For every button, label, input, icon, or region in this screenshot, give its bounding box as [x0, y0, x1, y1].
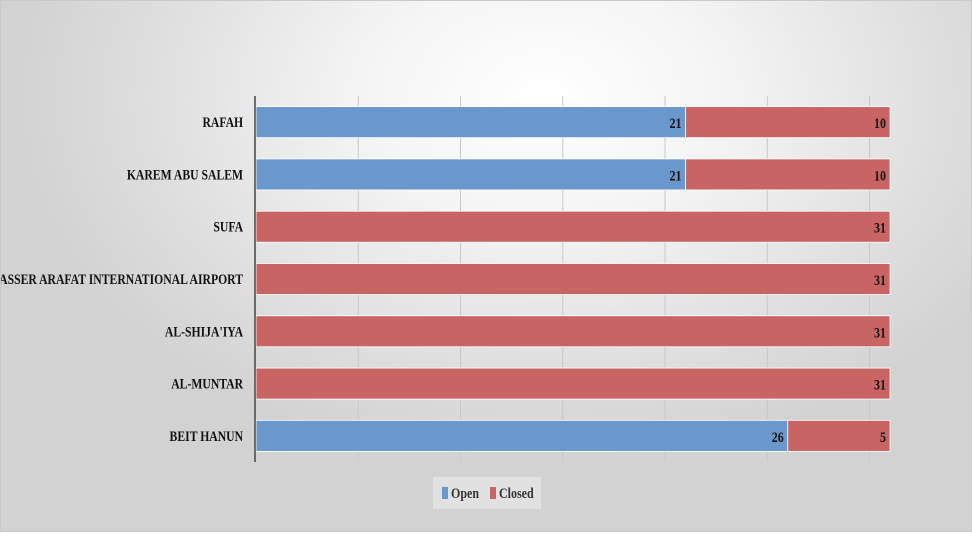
legend-swatch-closed [490, 487, 496, 499]
data-label: 31 [874, 272, 886, 289]
legend: Open Closed [433, 477, 541, 509]
bar-closed [255, 315, 891, 348]
category-label: AL-SHIJA'IYA [165, 323, 243, 340]
legend-box [433, 477, 541, 509]
bar-closed [685, 158, 891, 191]
data-label: 31 [874, 219, 886, 236]
data-label: 10 [874, 167, 886, 184]
category-label: SUFA [213, 218, 243, 235]
bar-closed [255, 367, 891, 400]
data-label: 5 [880, 429, 886, 446]
data-labels: 21 10 21 10 31 31 31 31 26 5 [670, 115, 887, 445]
bar-open [255, 419, 789, 452]
legend-label-closed: Closed [499, 485, 534, 502]
stacked-bar-chart: RAFAH KAREM ABU SALEM SUFA YASSER ARAFAT IN… [1, 96, 891, 509]
category-label: AL-MUNTAR [171, 375, 243, 392]
category-label: YASSER ARAFAT INTERNATIONAL AIRPORT [1, 271, 243, 288]
bar-closed [787, 419, 891, 452]
data-label: 21 [670, 167, 682, 184]
bar-open [255, 158, 686, 191]
bar-closed [685, 106, 891, 139]
bar-closed [255, 210, 891, 243]
bar-closed [255, 263, 891, 295]
data-label: 10 [874, 115, 886, 132]
data-label: 31 [874, 324, 886, 341]
bars [255, 106, 891, 452]
data-label: 21 [670, 115, 682, 132]
legend-label-open: Open [451, 485, 479, 502]
bar-open [255, 106, 686, 139]
data-label: 31 [874, 376, 886, 393]
data-label: 26 [772, 429, 784, 446]
category-label: KAREM ABU SALEM [127, 166, 244, 183]
category-label: RAFAH [202, 114, 243, 131]
category-labels: RAFAH KAREM ABU SALEM SUFA YASSER ARAFAT IN… [1, 114, 244, 444]
legend-swatch-open [442, 487, 448, 499]
category-label: BEIT HANUN [170, 427, 244, 444]
